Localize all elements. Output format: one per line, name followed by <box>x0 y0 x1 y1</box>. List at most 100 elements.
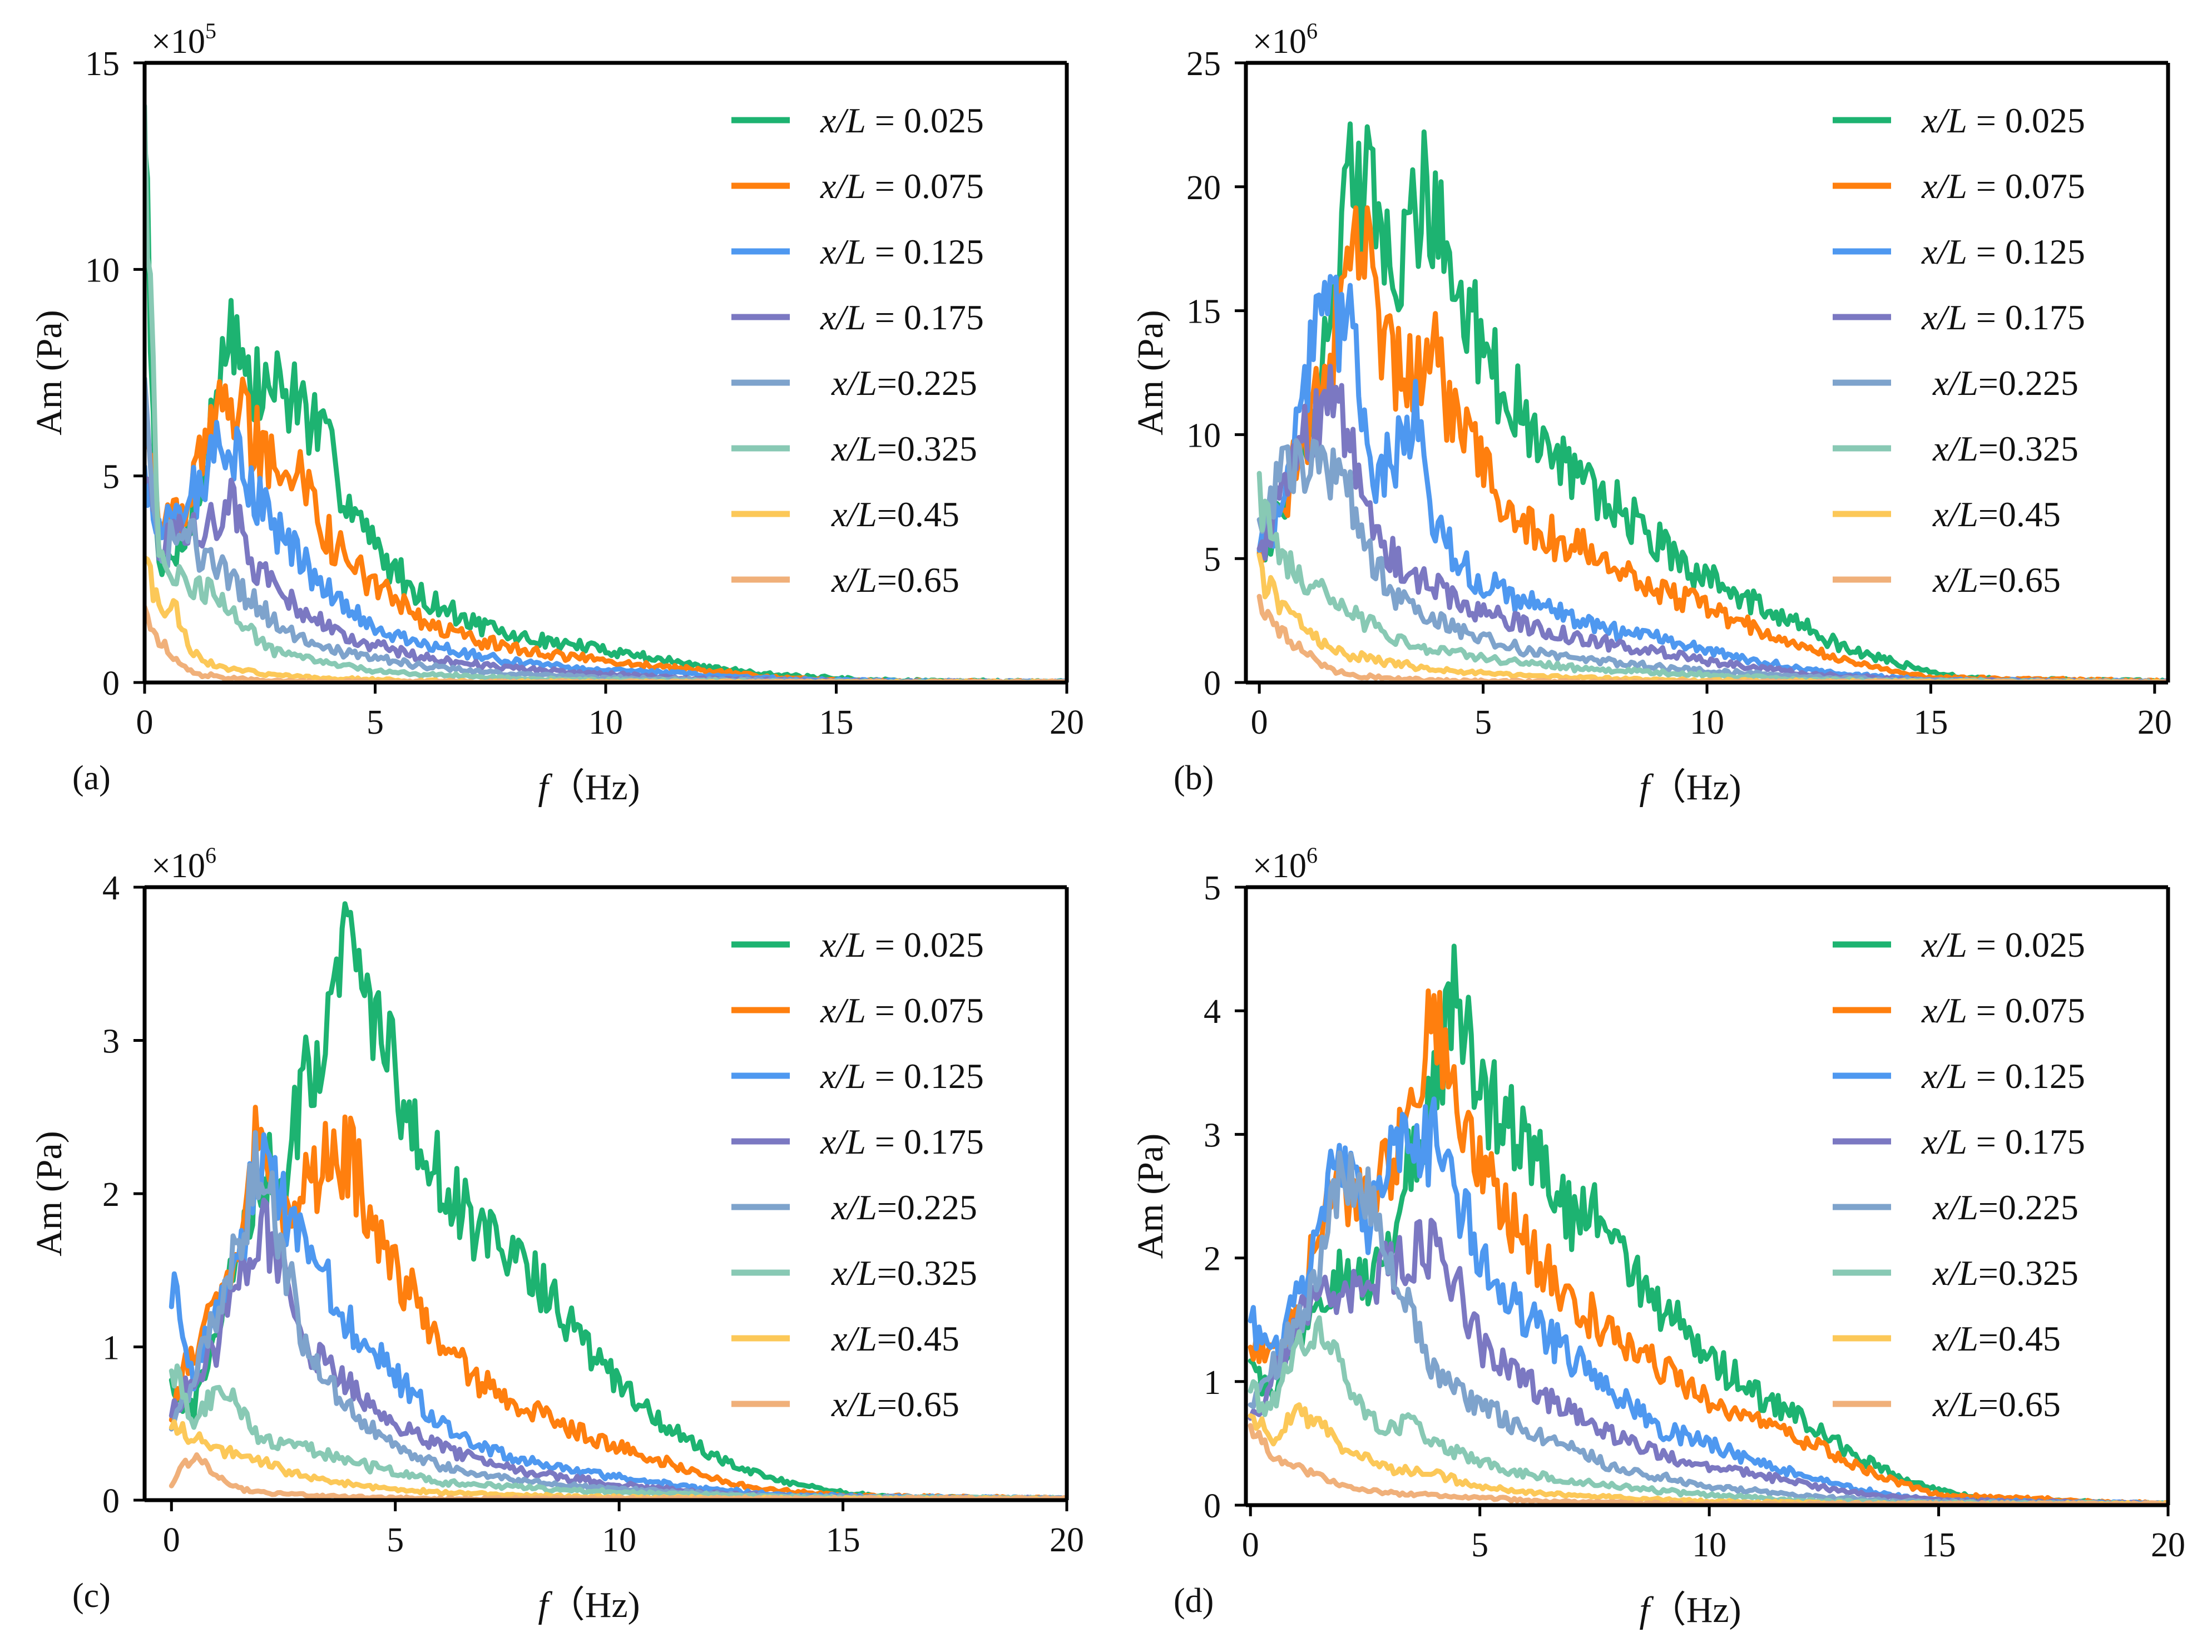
x-tick-label: 0 <box>163 1521 180 1559</box>
y-tick-label: 5 <box>1204 869 1221 907</box>
series-group <box>169 901 1067 1500</box>
legend-var: x/L <box>831 1253 877 1293</box>
y-axis-title: Am (Pa) <box>1130 310 1171 435</box>
y-tick-label: 1 <box>102 1329 120 1367</box>
legend-var: x/L <box>1932 363 1978 403</box>
x-tick-label: 5 <box>1474 704 1492 741</box>
legend-label: x/L = 0.125 <box>1921 1056 2085 1096</box>
legend-var: x/L <box>1932 1319 1978 1358</box>
legend-value: = 0.175 <box>866 1122 984 1161</box>
legend-value: =0.45 <box>1978 1319 2061 1358</box>
legend-value: = 0.025 <box>1967 101 2085 140</box>
legend-value: =0.45 <box>1978 494 2061 534</box>
x-tick-label: 10 <box>602 1521 636 1559</box>
legend-label: x/L = 0.175 <box>820 1122 984 1161</box>
legend-label: x/L=0.325 <box>1932 429 2079 468</box>
legend-value: =0.225 <box>1978 363 2079 403</box>
legend-label: x/L=0.45 <box>831 1319 959 1358</box>
y-tick-label: 4 <box>1204 993 1221 1031</box>
legend-label: x/L=0.325 <box>1932 1253 2079 1293</box>
legend-value: = 0.125 <box>866 1056 984 1096</box>
legend-label: x/L=0.65 <box>1932 560 2061 600</box>
legend-value: = 0.175 <box>1967 1122 2085 1161</box>
panel-label: (c) <box>72 1577 111 1615</box>
legend-label: x/L=0.225 <box>1932 1188 2079 1227</box>
legend-value: = 0.025 <box>866 925 984 965</box>
legend-label: x/L = 0.175 <box>1921 298 2085 337</box>
x-tick-label: 15 <box>826 1521 860 1559</box>
y-tick-label: 10 <box>85 251 120 289</box>
legend-var: x/L <box>1921 925 1967 965</box>
legend-value: =0.325 <box>1978 429 2079 468</box>
multiplier-exponent: 5 <box>205 18 216 43</box>
legend-var: x/L <box>820 1056 866 1096</box>
panel-b: 0 5 10 15 20 0 5 10 15 20 25 ×106 Am (Pa) f（Hz) (b) x/L… <box>1130 18 2172 808</box>
x-tick-label: 15 <box>1913 704 1948 741</box>
multiplier-base: ×10 <box>151 847 205 885</box>
legend-value: = 0.125 <box>1967 1056 2085 1096</box>
legend-value: =0.325 <box>877 429 977 468</box>
x-axis-title: f（Hz) <box>538 767 640 808</box>
legend-var: x/L <box>820 991 866 1030</box>
legend-label: x/L=0.45 <box>831 494 959 534</box>
x-tick-label: 0 <box>1242 1526 1259 1564</box>
legend-label: x/L=0.225 <box>831 363 977 403</box>
legend-var: x/L <box>1932 1384 1978 1424</box>
y-axis-title: Am (Pa) <box>29 1131 70 1256</box>
legend-value: = 0.025 <box>1967 925 2085 965</box>
x-axis-unit: （Hz) <box>548 1585 640 1625</box>
x-axis-unit: （Hz) <box>1650 1590 1741 1630</box>
y-tick-label: 10 <box>1186 417 1221 454</box>
legend-var: x/L <box>831 1384 877 1424</box>
legend-value: = 0.075 <box>1967 991 2085 1030</box>
legend-label: x/L=0.225 <box>831 1188 977 1227</box>
legend-var: x/L <box>831 494 877 534</box>
panel-label: (b) <box>1174 759 1214 797</box>
legend-value: = 0.025 <box>866 101 984 140</box>
x-axis-title: f（Hz) <box>1639 767 1741 808</box>
series-line-0 <box>145 141 1067 682</box>
panel-label: (a) <box>72 759 111 797</box>
legend-value: =0.45 <box>877 1319 959 1358</box>
legend-value: =0.65 <box>877 1384 959 1424</box>
legend-var: x/L <box>831 1319 877 1358</box>
y-tick-label: 0 <box>1204 1487 1221 1525</box>
legend-value: =0.225 <box>877 1188 977 1227</box>
legend-label: x/L = 0.025 <box>1921 101 2085 140</box>
x-tick-label: 0 <box>136 704 154 741</box>
legend-label: x/L = 0.025 <box>1921 925 2085 965</box>
legend-label: x/L = 0.025 <box>820 925 984 965</box>
legend-value: = 0.075 <box>1967 166 2085 206</box>
y-tick-label: 15 <box>1186 293 1221 331</box>
legend-value: = 0.175 <box>1967 298 2085 337</box>
axis-multiplier: ×106 <box>151 843 216 885</box>
legend-var: x/L <box>1921 166 1967 206</box>
legend-value: =0.225 <box>877 363 977 403</box>
legend-label: x/L = 0.175 <box>1921 1122 2085 1161</box>
legend-var: x/L <box>1921 101 1967 140</box>
legend-var: x/L <box>1932 494 1978 534</box>
y-tick-label: 3 <box>102 1023 120 1061</box>
legend-var: x/L <box>1921 1122 1967 1161</box>
legend-value: = 0.125 <box>1967 232 2085 271</box>
y-tick-label: 5 <box>102 458 120 496</box>
y-tick-label: 0 <box>1204 665 1221 703</box>
legend-label: x/L = 0.125 <box>820 232 984 271</box>
y-axis-title: Am (Pa) <box>1130 1134 1171 1259</box>
legend-var: x/L <box>820 298 866 337</box>
multiplier-base: ×10 <box>1253 847 1307 885</box>
legend-value: = 0.175 <box>866 298 984 337</box>
legend-var: x/L <box>820 232 866 271</box>
y-tick-label: 25 <box>1186 45 1221 83</box>
legend-value: =0.65 <box>1978 1384 2061 1424</box>
x-axis-title: f（Hz) <box>1639 1590 1741 1630</box>
legend-label: x/L=0.45 <box>1932 494 2061 534</box>
x-axis-unit: （Hz) <box>1650 767 1741 808</box>
x-axis-title: f（Hz) <box>538 1585 640 1625</box>
legend-label: x/L = 0.175 <box>820 298 984 337</box>
x-tick-label: 10 <box>1690 704 1724 741</box>
legend-var: x/L <box>820 101 866 140</box>
